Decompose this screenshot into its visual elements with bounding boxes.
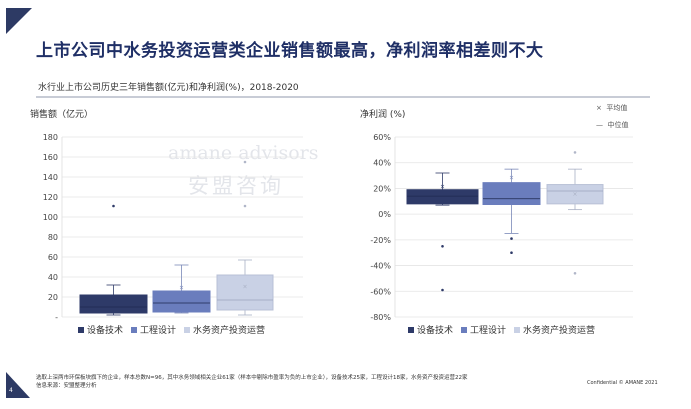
- y-tick-label: -80%: [370, 313, 391, 322]
- box-设备技术: [79, 294, 148, 314]
- y-tick-label: 120: [43, 193, 58, 202]
- mean-marker: ×: [509, 174, 514, 181]
- y-tick-label: 160: [43, 153, 58, 162]
- y-tick-label: 40: [48, 273, 58, 282]
- outlier-point: [243, 204, 247, 208]
- box-水务资产投资运营: [546, 184, 604, 205]
- y-tick-label: -20%: [370, 236, 391, 245]
- legend-swatch: [78, 327, 84, 333]
- mean-marker: ×: [111, 297, 116, 304]
- mean-marker: ×: [242, 284, 247, 291]
- footnote-line1: 选取上深两市环保板块旗下的企业，样本总数N=96，其中水务领域相关企业61家（样…: [36, 375, 468, 381]
- confidential-note: Confidential © AMANE 2021: [587, 380, 658, 386]
- left-ylabel: 销售额（亿元）: [30, 110, 94, 120]
- y-tick-label: -: [55, 313, 58, 322]
- y-tick-label: 60: [48, 253, 58, 262]
- footnote-source: 信息来源：安盟整理分析: [36, 383, 97, 389]
- box-水务资产投资运营: [216, 274, 274, 311]
- chart-subtitle: 水行业上市公司历史三年销售额(亿元)和净利润(%)，2018-2020: [38, 83, 299, 93]
- right-ylabel: 净利润 (%): [360, 110, 406, 120]
- outlier-point: [573, 151, 577, 154]
- y-tick-label: 140: [43, 173, 58, 182]
- box-设备技术: [406, 189, 479, 205]
- y-tick-label: 100: [43, 213, 58, 222]
- y-tick-label: 180: [43, 133, 58, 142]
- y-tick-label: -40%: [370, 262, 391, 271]
- legend-label: 设备技术: [87, 324, 123, 336]
- y-tick-label: 40%: [373, 159, 391, 168]
- y-tick-label: 20: [48, 293, 58, 302]
- y-tick-label: 0%: [378, 210, 391, 219]
- legend-label: 水务资产投资运营: [523, 324, 595, 336]
- outlier-point: [573, 271, 577, 275]
- outlier-point: [112, 204, 115, 208]
- legend-swatch: [408, 327, 414, 333]
- legend-swatch: [514, 327, 520, 333]
- y-tick-label: -60%: [370, 287, 391, 296]
- watermark-cn: 安盟咨询: [188, 174, 284, 198]
- watermark: amane advisors: [168, 142, 319, 164]
- outlier-point: [510, 237, 513, 240]
- legend-swatch: [461, 327, 467, 333]
- legend-label: 水务资产投资运营: [193, 324, 265, 336]
- legend-swatch: [131, 327, 137, 333]
- footnote: 选取上深两市环保板块旗下的企业，样本总数N=96，其中水务领域相关企业61家（样…: [36, 374, 467, 390]
- legend-label: 设备技术: [417, 324, 453, 336]
- mean-marker: ×: [179, 285, 184, 292]
- box-工程设计: [152, 290, 211, 313]
- legend-mean-label: 平均值: [606, 104, 628, 112]
- legend-median: — 中位值: [596, 121, 629, 129]
- outlier-point: [243, 160, 247, 164]
- mean-marker: ×: [572, 191, 577, 198]
- legend-label: 工程设计: [470, 324, 506, 336]
- legend-swatch: [184, 327, 190, 333]
- outlier-point: [441, 244, 444, 248]
- page-number: 4: [9, 387, 13, 394]
- outlier-point: [510, 251, 513, 255]
- y-tick-label: 80: [48, 233, 58, 242]
- outlier-point: [441, 288, 444, 292]
- page-corner: [6, 372, 30, 398]
- y-tick-label: 20%: [373, 184, 391, 193]
- box-工程设计: [482, 182, 541, 205]
- legend-median-label: 中位值: [607, 121, 629, 129]
- corner-decoration: [6, 8, 32, 34]
- page-title: 上市公司中水务投资运营类企业销售额最高，净利润率相差则不大: [36, 41, 544, 61]
- legend-label: 工程设计: [140, 324, 176, 336]
- divider: [36, 96, 650, 98]
- y-tick-label: 60%: [373, 133, 391, 142]
- mean-marker: ×: [440, 183, 445, 190]
- legend-mean: × 平均值: [596, 104, 628, 112]
